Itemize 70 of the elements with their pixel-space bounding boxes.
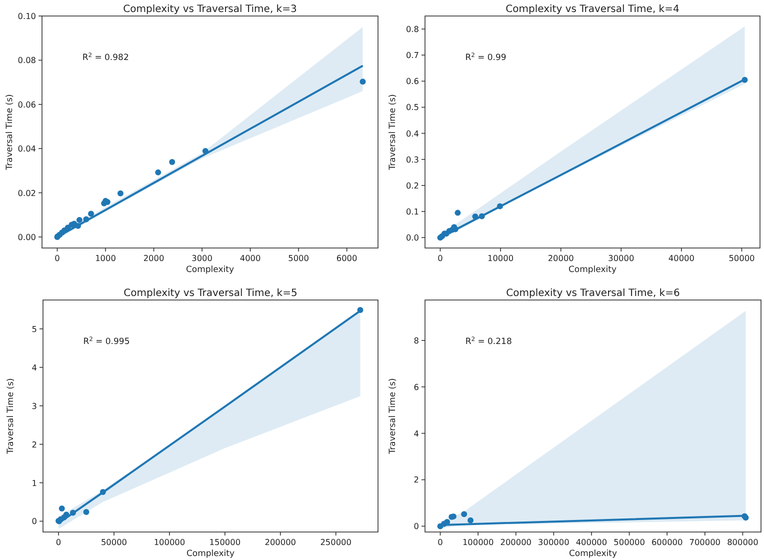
y-tick-label: 3 [32,400,37,411]
annotation: R$^{2}$ = 0.995 [83,336,130,347]
x-tick-label: 50000 [100,537,128,547]
y-tick-label: 0.3 [406,154,419,164]
y-tick-label: 0.5 [406,102,419,112]
y-tick-label: 1 [32,478,37,488]
x-tick-label: 2000 [143,253,164,263]
y-axis-title: Traversal Time (s) [388,94,398,171]
y-tick-label: 0.7 [406,50,419,60]
y-tick-label: 0.08 [18,55,36,66]
y-tick-label: 5 [32,324,37,334]
y-axis-title: Traversal Time (s) [6,378,16,455]
x-tick-label: 600000 [651,537,683,547]
y-axis-title: Traversal Time (s) [5,94,15,171]
y-tick-label: 4 [32,362,37,372]
annotation: R$^{2}$ = 0.99 [465,52,506,63]
y-tick-label: 2 [414,474,419,485]
y-tick-label: 0.10 [18,11,36,21]
x-axis-title: Complexity [568,549,618,559]
x-tick-label: 100000 [462,537,494,547]
x-tick-label: 50000 [728,253,755,263]
x-axis-title: Complexity [186,265,234,275]
x-tick-label: 300000 [538,537,570,547]
y-tick-label: 6 [414,382,419,392]
y-tick-label: 0.02 [18,188,36,198]
y-tick-label: 0.0 [406,232,419,243]
x-tick-label: 0 [56,537,62,547]
x-tick-label: 500000 [614,537,645,547]
y-tick-label: 0 [32,516,37,526]
x-tick-label: 30000 [608,253,634,263]
x-tick-label: 20000 [548,253,574,263]
y-tick-label: 0.8 [406,24,419,34]
x-tick-label: 6000 [336,253,358,263]
x-tick-label: 100000 [154,537,186,547]
chart-title: Complexity vs Traversal Time, k=6 [506,288,680,299]
y-tick-label: 0 [414,521,419,532]
x-tick-label: 1000 [95,253,116,263]
y-tick-label: 0.2 [406,180,419,190]
x-tick-label: 10000 [488,253,514,263]
x-axis-title: Complexity [186,549,235,559]
y-tick-label: 0.04 [18,144,36,154]
chart-title: Complexity vs Traversal Time, k=3 [123,4,297,15]
x-tick-label: 200000 [500,537,532,547]
y-tick-label: 0.00 [18,232,36,242]
annotation: R$^{2}$ = 0.982 [82,52,129,63]
x-tick-label: 700000 [689,537,721,547]
x-tick-label: 150000 [209,537,241,547]
x-tick-label: 5000 [288,253,309,263]
x-tick-label: 0 [438,253,443,263]
y-tick-label: 8 [414,335,419,346]
y-axis-title: Traversal Time (s) [388,378,398,455]
y-tick-label: 0.6 [406,76,419,86]
y-tick-label: 0.1 [406,206,419,217]
x-tick-label: 200000 [264,537,296,547]
x-tick-label: 0 [438,537,443,547]
y-tick-label: 0.4 [406,128,419,138]
chart-title: Complexity vs Traversal Time, k=5 [124,288,298,299]
x-tick-label: 0 [54,253,60,263]
x-tick-label: 250000 [320,537,352,547]
x-tick-label: 40000 [668,253,694,263]
x-tick-label: 800000 [727,537,758,547]
x-axis-title: Complexity [568,265,617,275]
x-tick-label: 3000 [192,253,212,263]
y-tick-label: 4 [414,428,419,438]
x-tick-label: 400000 [576,537,608,547]
y-tick-label: 0.06 [18,99,36,110]
y-tick-label: 2 [32,439,37,450]
chart-title: Complexity vs Traversal Time, k=4 [506,4,680,15]
x-tick-label: 4000 [240,253,261,263]
annotation: R$^{2}$ = 0.218 [465,336,512,347]
